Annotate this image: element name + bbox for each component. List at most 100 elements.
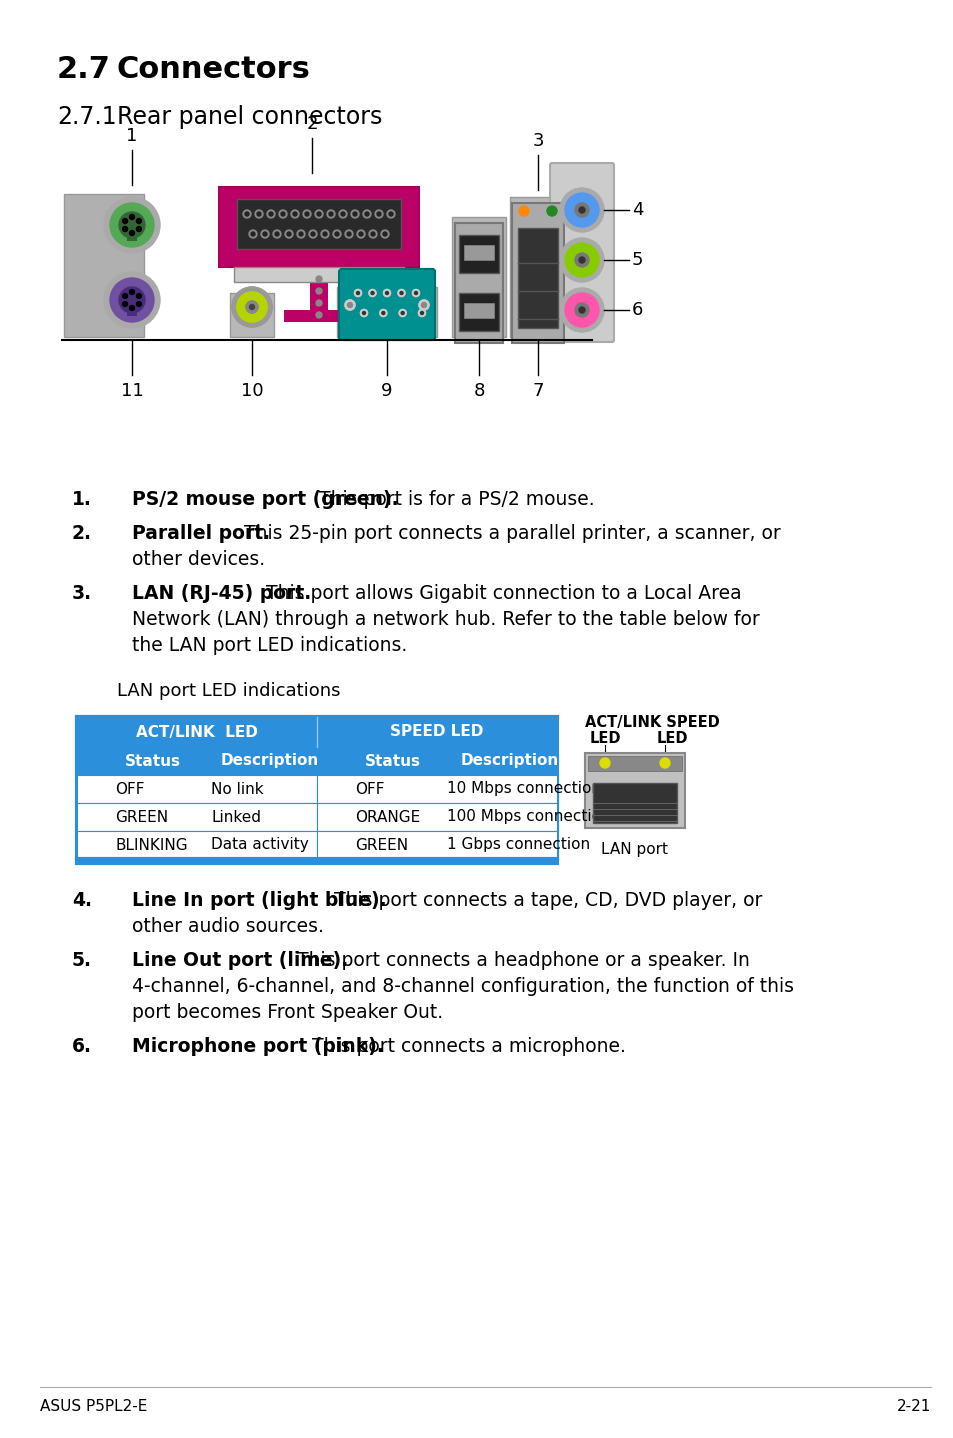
- FancyBboxPatch shape: [219, 187, 418, 267]
- Text: No link: No link: [212, 781, 264, 797]
- Text: Connectors: Connectors: [117, 55, 311, 83]
- Circle shape: [380, 230, 389, 239]
- Text: other audio sources.: other audio sources.: [132, 917, 323, 936]
- FancyBboxPatch shape: [230, 293, 274, 336]
- Circle shape: [274, 232, 278, 236]
- FancyBboxPatch shape: [310, 267, 328, 322]
- FancyBboxPatch shape: [77, 775, 557, 802]
- Circle shape: [314, 210, 323, 219]
- Circle shape: [421, 302, 426, 308]
- Text: This port is for a PS/2 mouse.: This port is for a PS/2 mouse.: [313, 490, 595, 509]
- Circle shape: [232, 288, 272, 326]
- Circle shape: [369, 289, 375, 296]
- Circle shape: [575, 203, 588, 217]
- Text: Line In port (light blue).: Line In port (light blue).: [132, 892, 386, 910]
- Circle shape: [418, 301, 429, 311]
- Text: 6.: 6.: [71, 1037, 91, 1055]
- Circle shape: [122, 219, 128, 223]
- Circle shape: [363, 210, 371, 219]
- Circle shape: [401, 312, 404, 315]
- Text: Linked: Linked: [212, 810, 261, 824]
- Text: This port connects a microphone.: This port connects a microphone.: [305, 1037, 625, 1055]
- Text: 3.: 3.: [71, 584, 92, 603]
- Circle shape: [578, 207, 584, 213]
- Circle shape: [578, 306, 584, 313]
- Circle shape: [122, 302, 128, 306]
- Circle shape: [358, 232, 363, 236]
- Circle shape: [371, 232, 375, 236]
- Circle shape: [385, 292, 388, 295]
- Circle shape: [309, 230, 316, 239]
- Circle shape: [382, 232, 387, 236]
- Circle shape: [371, 292, 374, 295]
- Circle shape: [564, 293, 598, 326]
- Circle shape: [412, 289, 419, 296]
- Circle shape: [379, 309, 386, 316]
- Circle shape: [256, 211, 261, 216]
- Circle shape: [383, 289, 390, 296]
- Text: SPEED LED: SPEED LED: [390, 725, 483, 739]
- Text: 2-21: 2-21: [896, 1399, 930, 1414]
- FancyBboxPatch shape: [77, 831, 557, 858]
- Circle shape: [315, 276, 322, 282]
- Text: the LAN port LED indications.: the LAN port LED indications.: [132, 636, 407, 654]
- FancyBboxPatch shape: [233, 267, 403, 282]
- Circle shape: [385, 292, 388, 295]
- Text: 8: 8: [473, 383, 484, 400]
- Circle shape: [249, 230, 256, 239]
- Text: 10 Mbps connection: 10 Mbps connection: [446, 781, 600, 797]
- Circle shape: [564, 243, 598, 278]
- Circle shape: [323, 232, 327, 236]
- Circle shape: [136, 219, 141, 223]
- Text: BLINKING: BLINKING: [115, 837, 188, 853]
- Text: Line Out port (lime).: Line Out port (lime).: [132, 951, 348, 971]
- Text: 4-channel, 6-channel, and 8-channel configuration, the function of this: 4-channel, 6-channel, and 8-channel conf…: [132, 976, 793, 997]
- Circle shape: [381, 312, 384, 315]
- Circle shape: [369, 230, 376, 239]
- Circle shape: [104, 272, 160, 328]
- Circle shape: [232, 288, 272, 326]
- Circle shape: [387, 210, 395, 219]
- Text: 4: 4: [631, 201, 643, 219]
- Text: Status: Status: [125, 754, 181, 768]
- FancyBboxPatch shape: [512, 203, 563, 344]
- FancyBboxPatch shape: [77, 718, 557, 746]
- Circle shape: [267, 210, 274, 219]
- Circle shape: [369, 289, 375, 296]
- Circle shape: [261, 230, 269, 239]
- Text: 2.7.1: 2.7.1: [57, 105, 116, 129]
- Circle shape: [578, 257, 584, 263]
- Circle shape: [130, 214, 134, 220]
- Text: Parallel port.: Parallel port.: [132, 523, 270, 544]
- Circle shape: [375, 210, 382, 219]
- Text: This port connects a headphone or a speaker. In: This port connects a headphone or a spea…: [291, 951, 749, 971]
- Circle shape: [298, 232, 303, 236]
- Text: 2.: 2.: [71, 523, 91, 544]
- Circle shape: [376, 211, 380, 216]
- Circle shape: [564, 193, 598, 227]
- Text: other devices.: other devices.: [132, 549, 265, 569]
- Circle shape: [245, 211, 249, 216]
- Text: This 25-pin port connects a parallel printer, a scanner, or: This 25-pin port connects a parallel pri…: [237, 523, 780, 544]
- FancyBboxPatch shape: [463, 244, 494, 260]
- Text: Description: Description: [460, 754, 558, 768]
- Text: 1.: 1.: [71, 490, 91, 509]
- Circle shape: [340, 211, 345, 216]
- Circle shape: [104, 197, 160, 253]
- Circle shape: [130, 230, 134, 236]
- Circle shape: [381, 312, 384, 315]
- Text: Description: Description: [221, 754, 319, 768]
- FancyBboxPatch shape: [455, 223, 502, 344]
- Circle shape: [291, 210, 298, 219]
- Circle shape: [311, 232, 314, 236]
- Circle shape: [329, 211, 333, 216]
- FancyBboxPatch shape: [463, 303, 494, 318]
- Circle shape: [273, 230, 281, 239]
- Circle shape: [365, 211, 369, 216]
- FancyBboxPatch shape: [284, 311, 354, 322]
- Text: 3: 3: [532, 132, 543, 150]
- FancyBboxPatch shape: [64, 194, 144, 336]
- Circle shape: [315, 288, 322, 293]
- Text: This port connects a tape, CD, DVD player, or: This port connects a tape, CD, DVD playe…: [328, 892, 761, 910]
- Circle shape: [236, 292, 267, 322]
